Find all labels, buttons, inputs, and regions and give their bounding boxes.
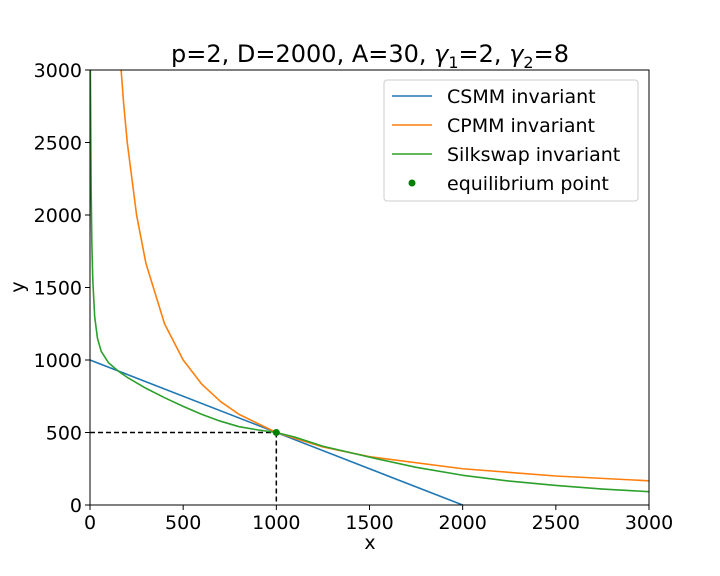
x-tick-label: 1000 <box>252 512 300 534</box>
title-part-b: =2, <box>459 40 510 68</box>
reference-lines <box>90 431 278 505</box>
x-tick-label: 1500 <box>345 512 393 534</box>
chart-title: p=2, D=2000, A=30, γ1=2, γ2=8 <box>171 40 569 72</box>
y-tick-label: 0 <box>70 495 82 517</box>
title-gamma2: γ <box>509 40 525 68</box>
point-layer <box>272 429 280 436</box>
y-axis-label: y <box>7 281 29 292</box>
title-gamma1: γ <box>434 40 450 68</box>
series-line-2 <box>120 70 649 482</box>
y-tick-label: 1500 <box>34 278 82 300</box>
title-part-a: p=2, D=2000, A=30, <box>171 40 434 68</box>
y-tick-label: 1000 <box>34 350 82 372</box>
legend: CSMM invariant CPMM invariant Silkswap inv… <box>383 79 639 202</box>
legend-label-4: equilibrium point <box>447 173 609 195</box>
y-tick-label: 500 <box>46 423 82 445</box>
legend-label-2: CPMM invariant <box>447 115 595 137</box>
x-tick-label: 500 <box>165 512 201 534</box>
x-tick-label: 0 <box>84 512 96 534</box>
x-tick-label: 3000 <box>625 512 673 534</box>
y-axis-ticks: 0 500 1000 1500 2000 2500 3000 <box>34 60 90 517</box>
legend-swatch-marker <box>408 179 416 187</box>
x-axis-label: x <box>364 532 375 554</box>
series-line-3 <box>90 70 649 493</box>
title-part-c: =8 <box>534 40 569 68</box>
y-tick-label: 2500 <box>34 133 82 155</box>
equilibrium-point-marker <box>272 429 280 436</box>
x-tick-label: 2500 <box>532 512 580 534</box>
x-tick-label: 2000 <box>438 512 486 534</box>
y-tick-label: 2000 <box>34 205 82 227</box>
legend-label-1: CSMM invariant <box>447 86 596 108</box>
title-gamma1-sub: 1 <box>448 53 458 72</box>
x-axis-ticks: 0 500 1000 1500 2000 2500 3000 <box>84 505 673 534</box>
title-gamma2-sub: 2 <box>523 53 533 72</box>
legend-box <box>383 79 639 202</box>
legend-label-3: Silkswap invariant <box>447 144 620 166</box>
y-tick-label: 3000 <box>34 60 82 82</box>
